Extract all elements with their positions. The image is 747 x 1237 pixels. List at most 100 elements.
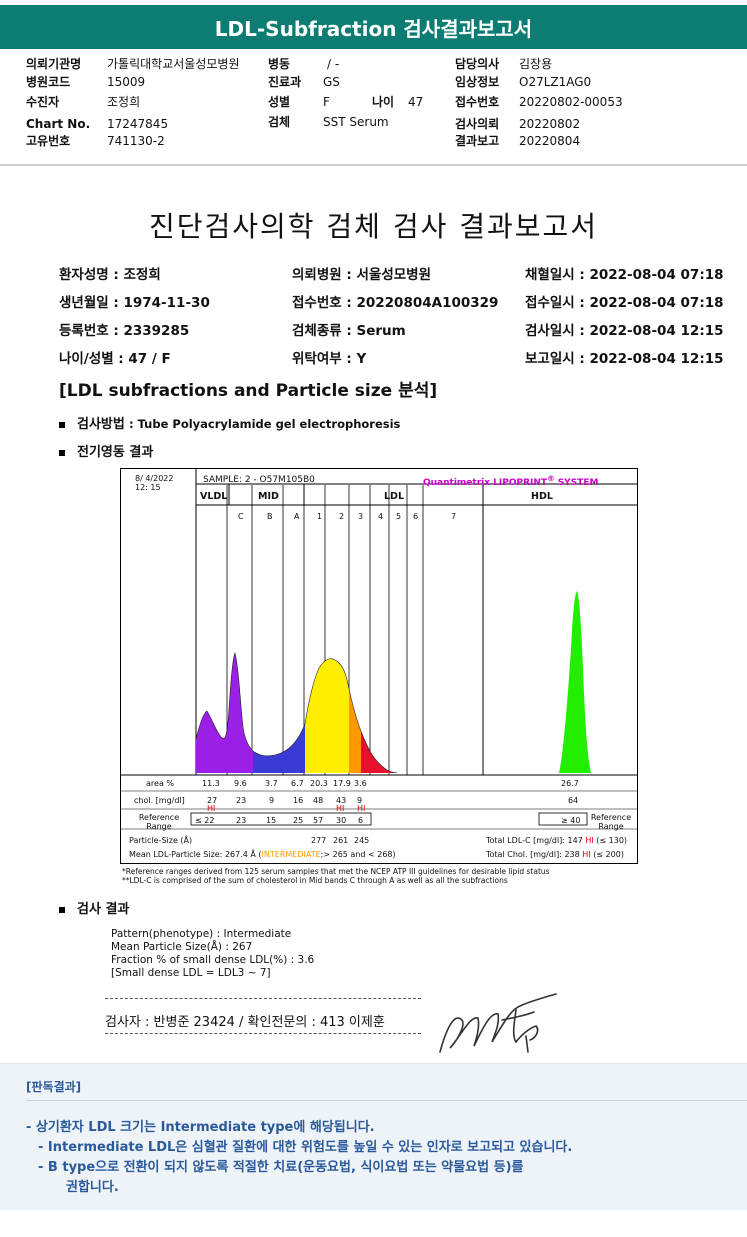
- header-value: O27LZ1AG0: [519, 75, 592, 89]
- total-ldl-line: Total LDL-C [mg/dl]: 147 HI (≤ 130): [486, 836, 627, 845]
- signature-line: 검사자 : 반병준 23424 / 확인전문의 : 413 이제훈: [105, 1015, 385, 1030]
- verdict-line: - B type으로 전환이 되지 않도록 적절한 치료(운동요법, 식이요법 …: [38, 1160, 524, 1175]
- total-ldl-value: 147: [567, 836, 583, 845]
- patient-info-item: 보고일시 : 2022-08-04 12:15: [525, 351, 724, 367]
- band-label: B: [267, 512, 273, 521]
- ldl-red-area: [361, 731, 397, 773]
- band-label: 2: [339, 512, 345, 521]
- age-label: 나이: [372, 95, 395, 109]
- band-label: A: [294, 512, 300, 521]
- area-value: 17.9: [333, 779, 351, 788]
- header-value: F: [323, 95, 330, 109]
- hdl-area: [559, 591, 591, 773]
- reference-range-box-hdl: [538, 812, 588, 826]
- row-label-chol: chol. [mg/dl]: [134, 796, 185, 805]
- electrophoresis-chart: 8/ 4/2022 12: 15 SAMPLE: 2 - O57M105B0 Q…: [120, 468, 638, 864]
- ref-value: 23: [236, 816, 247, 825]
- band-label: 6: [413, 512, 419, 521]
- verdict-panel: [판독결과] - 상기환자 LDL 크기는 Intermediate type에…: [0, 1063, 747, 1210]
- result-label: 검사 결과: [77, 902, 130, 917]
- area-value: 3.7: [265, 779, 278, 788]
- chol-value: 9: [269, 796, 275, 805]
- result-item: [Small dense LDL = LDL3 ~ 7]: [111, 967, 271, 979]
- area-value: 11.3: [202, 779, 220, 788]
- request-header: 의뢰기관명 가톨릭대학교서울성모병원 병원코드 15009 수진자 조정희 Ch…: [0, 50, 747, 166]
- group-ldl: LDL: [384, 491, 404, 502]
- patient-info-item: 접수번호 : 20220804A100329: [292, 295, 499, 311]
- signature-divider-top: [105, 998, 421, 999]
- verdict-line: 권합니다.: [66, 1180, 119, 1195]
- chol-value: 48: [313, 796, 324, 805]
- band-label: 4: [378, 512, 384, 521]
- area-value: 26.7: [561, 779, 579, 788]
- electro-line: 전기영동 결과: [59, 441, 153, 460]
- group-hdl: HDL: [531, 491, 553, 502]
- row-label-ref: Reference Range: [138, 813, 180, 831]
- age-value: 47: [408, 95, 424, 109]
- method-line: 검사방법 : Tube Polyacrylamide gel electroph…: [59, 413, 400, 432]
- chol-value: 23: [236, 796, 247, 805]
- group-mid: MID: [258, 491, 279, 502]
- header-value: SST Serum: [323, 115, 389, 129]
- header-label: 의뢰기관명: [26, 57, 82, 71]
- brand-tail: SYSTEM: [557, 478, 599, 488]
- hi-flag: HI: [336, 804, 345, 813]
- hi-flag: HI: [207, 804, 216, 813]
- result-line: 검사 결과: [59, 898, 129, 917]
- header-value: 20220802-00053: [519, 95, 623, 109]
- header-label: 검사의뢰: [455, 117, 500, 131]
- psize-value: 245: [354, 836, 370, 845]
- header-value: 17247845: [107, 117, 169, 131]
- header-value: / -: [327, 57, 340, 71]
- header-value: GS: [323, 75, 340, 89]
- row-label-area: area %: [146, 779, 174, 788]
- band-label: 5: [396, 512, 402, 521]
- row-label-ref-right: Reference Range: [590, 813, 632, 831]
- ref-value: 30: [336, 816, 347, 825]
- chol-value: 64: [568, 796, 579, 805]
- bullet-icon: [59, 449, 65, 456]
- band-label: 7: [451, 512, 457, 521]
- chart-time: 12: 15: [135, 483, 161, 492]
- mean-size-range: ;> 265 and < 268): [320, 850, 396, 859]
- ldl-orange-area: [349, 689, 361, 773]
- total-chol-line: Total Chol. [mg/dl]: 238 HI (≤ 200): [486, 850, 624, 859]
- total-ldl-label: Total LDL-C [mg/dl]:: [486, 836, 565, 845]
- electro-label: 전기영동 결과: [77, 445, 154, 460]
- signature-divider-bottom: [105, 1033, 421, 1034]
- header-label: 임상정보: [455, 75, 500, 89]
- ref-value: 6: [358, 816, 364, 825]
- total-chol-label: Total Chol. [mg/dl]:: [486, 850, 562, 859]
- verdict-line: - Intermediate LDL은 심혈관 질환에 대한 위험도를 높일 수…: [38, 1140, 573, 1155]
- area-value: 6.7: [291, 779, 304, 788]
- header-label: 접수번호: [455, 95, 500, 109]
- header-label: 결과보고: [455, 134, 500, 148]
- header-value: 20220804: [519, 134, 581, 148]
- patient-info-item: 의뢰병원 : 서울성모병원: [292, 267, 431, 283]
- area-value: 3.6: [354, 779, 367, 788]
- header-label: 진료과: [268, 75, 302, 89]
- mid-area: [253, 724, 305, 773]
- report-title: 진단검사의학 검체 검사 결과보고서: [148, 210, 599, 243]
- header-label: 검체: [268, 115, 291, 129]
- header-label: Chart No.: [26, 117, 91, 131]
- ref-value: ≥ 40: [561, 816, 581, 825]
- patient-info-item: 검체종류 : Serum: [292, 323, 406, 339]
- result-item: Pattern(phenotype) : Intermediate: [111, 928, 292, 940]
- method-label: 검사방법: [77, 417, 125, 432]
- header-label: 병원코드: [26, 75, 71, 89]
- result-item: Fraction % of small dense LDL(%) : 3.6: [111, 954, 315, 966]
- patient-info-item: 검사일시 : 2022-08-04 12:15: [525, 323, 724, 339]
- total-ldl-flag: HI: [585, 836, 594, 845]
- mean-size-label: Mean LDL-Particle Size:: [129, 850, 223, 859]
- ref-value: 25: [293, 816, 304, 825]
- chart-brand: Quantimetrix LIPOPRINT® SYSTEM: [423, 474, 598, 488]
- chart-sample: SAMPLE: 2 - O57M105B0: [203, 475, 315, 485]
- footnote-2: **LDL-C is comprised of the sum of chole…: [122, 876, 508, 885]
- header-value: 15009: [107, 75, 146, 89]
- total-ldl-ref: (≤ 130): [596, 836, 628, 845]
- section-title: [LDL subfractions and Particle size 분석]: [59, 381, 438, 401]
- chol-value: 43: [336, 796, 347, 805]
- ref-value: ≤ 22: [195, 816, 215, 825]
- row-label-psize: Particle-Size (Å): [129, 836, 193, 845]
